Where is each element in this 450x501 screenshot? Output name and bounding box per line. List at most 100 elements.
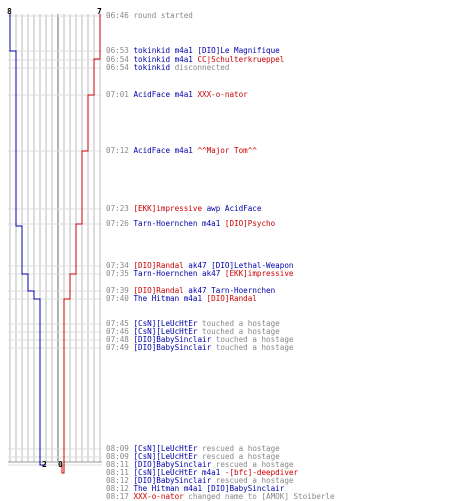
log-time: 06:46: [106, 11, 134, 20]
log-text: [DIO]BabySinclair: [133, 343, 212, 352]
log-entry: 07:40 The Hitman m4a1 [DIO]Randal: [106, 295, 257, 303]
log-time: 07:12: [106, 146, 134, 155]
log-text: [CsN][LeUcHtEr: [133, 319, 198, 328]
log-entry: 07:12 AcidFace m4a1 ^^Major Tom^^: [106, 147, 257, 155]
log-entry: 07:01 AcidFace m4a1 XXX-o-nator: [106, 91, 248, 99]
log-text: [DIO]Randal: [133, 286, 184, 295]
log-time: 08:17: [106, 492, 134, 501]
log-entry: 07:34 [DIO]Randal ak47 [DIO]Lethal-Weapo…: [106, 262, 293, 270]
log-text: [DIO]Le Magnifique: [197, 46, 280, 55]
log-text: [DIO]Lethal-Weapon: [211, 261, 294, 270]
log-text: [DIO]BabySinclair: [133, 335, 212, 344]
log-time: 08:11: [106, 460, 134, 469]
log-text: round started: [133, 11, 193, 20]
log-entry: 08:09 [CsN][LeUcHtEr rescued a hostage: [106, 445, 280, 453]
log-text: tokinkid: [133, 46, 171, 55]
blue-team-line: [9, 14, 46, 466]
log-text: CC|Schulterkrueppel: [197, 55, 285, 64]
log-time: 07:48: [106, 335, 134, 344]
log-text: The Hitman: [133, 484, 180, 493]
log-text: m4a1: [170, 146, 198, 155]
log-text: [CsN][LeUcHtEr: [133, 468, 198, 477]
log-text: rescued a hostage: [211, 476, 294, 485]
log-text: [DIO]BabySinclair: [206, 484, 285, 493]
log-text: Tarn-Hoernchen: [133, 269, 198, 278]
log-text: Tarn-Hoernchen: [133, 219, 198, 228]
log-text: m4a1: [179, 484, 207, 493]
log-text: The Hitman: [133, 294, 180, 303]
log-text: AcidFace: [224, 204, 262, 213]
red-start-count: 7: [97, 7, 102, 16]
log-text: Tarn-Hoernchen: [211, 286, 276, 295]
log-text: touched a hostage: [197, 319, 280, 328]
blue-end-count: 2: [42, 460, 47, 469]
log-text: AcidFace: [133, 146, 171, 155]
log-text: [DIO]BabySinclair: [133, 476, 212, 485]
log-time: 08:11: [106, 468, 134, 477]
blue-start-count: 8: [7, 7, 12, 16]
log-text: m4a1: [197, 219, 225, 228]
log-text: disconnected: [170, 63, 230, 72]
log-text: m4a1: [170, 90, 198, 99]
log-text: [DIO]Psycho: [224, 219, 276, 228]
log-time: 06:53: [106, 46, 134, 55]
log-time: 06:54: [106, 63, 134, 72]
log-time: 07:39: [106, 286, 134, 295]
log-time: 07:26: [106, 219, 134, 228]
log-time: 06:54: [106, 55, 134, 64]
log-time: 08:09: [106, 444, 134, 453]
log-text: [CsN][LeUcHtEr: [133, 452, 198, 461]
log-text: rescued a hostage: [197, 452, 280, 461]
log-time: 08:09: [106, 452, 134, 461]
log-entry: 08:12 [DIO]BabySinclair rescued a hostag…: [106, 477, 293, 485]
log-text: rescued a hostage: [211, 460, 294, 469]
log-time: 08:12: [106, 476, 134, 485]
log-time: 07:49: [106, 343, 134, 352]
log-text: -[bfc]-deepdiver: [224, 468, 299, 477]
log-time: 07:35: [106, 269, 134, 278]
log-text: ^^Major Tom^^: [197, 146, 257, 155]
log-text: awp: [202, 204, 225, 213]
log-text: [CsN][LeUcHtEr: [133, 327, 198, 336]
log-text: m4a1: [170, 46, 198, 55]
log-text: AcidFace: [133, 90, 171, 99]
red-team-line: [61, 14, 101, 474]
log-time: 07:46: [106, 327, 134, 336]
log-text: ak47: [183, 286, 212, 295]
log-entry: 07:48 [DIO]BabySinclair touched a hostag…: [106, 336, 293, 344]
log-time: 07:34: [106, 261, 134, 270]
log-time: 08:12: [106, 484, 134, 493]
log-text: tokinkid: [133, 55, 171, 64]
log-text: [EKK]impressive: [133, 204, 203, 213]
log-text: [EKK]impressive: [224, 269, 294, 278]
log-time: 07:40: [106, 294, 134, 303]
log-text: [CsN][LeUcHtEr: [133, 444, 198, 453]
log-text: m4a1: [170, 55, 198, 64]
log-entry: 07:23 [EKK]impressive awp AcidFace: [106, 205, 261, 213]
log-entry: 06:54 tokinkid disconnected: [106, 64, 229, 72]
log-time: 07:45: [106, 319, 134, 328]
log-text: touched a hostage: [211, 343, 294, 352]
log-text: ak47: [197, 269, 225, 278]
log-entry: 07:26 Tarn-Hoernchen m4a1 [DIO]Psycho: [106, 220, 275, 228]
log-entry: 06:46 round started: [106, 12, 193, 20]
log-text: [DIO]Randal: [206, 294, 257, 303]
red-end-count: 0: [58, 460, 63, 469]
log-text: touched a hostage: [211, 335, 294, 344]
log-time: 07:01: [106, 90, 134, 99]
log-entry: 06:54 tokinkid m4a1 CC|Schulterkrueppel: [106, 56, 284, 64]
log-entry: 08:12 The Hitman m4a1 [DIO]BabySinclair: [106, 485, 284, 493]
log-text: rescued a hostage: [197, 444, 280, 453]
log-time: 07:23: [106, 204, 134, 213]
log-text: [DIO]Randal: [133, 261, 184, 270]
log-text: m4a1: [179, 294, 207, 303]
alive-graph-svg: [8, 14, 102, 474]
log-entry: 07:46 [CsN][LeUcHtEr touched a hostage: [106, 328, 280, 336]
log-entry: 07:39 [DIO]Randal ak47 Tarn-Hoernchen: [106, 287, 275, 295]
log-text: changed name to [AMOK] Stoiberle: [183, 492, 335, 501]
log-entry: 08:11 [DIO]BabySinclair rescued a hostag…: [106, 461, 293, 469]
log-entry: 08:17 XXX-o-nator changed name to [AMOK]…: [106, 493, 335, 501]
log-entry: 07:49 [DIO]BabySinclair touched a hostag…: [106, 344, 293, 352]
log-text: touched a hostage: [197, 327, 280, 336]
